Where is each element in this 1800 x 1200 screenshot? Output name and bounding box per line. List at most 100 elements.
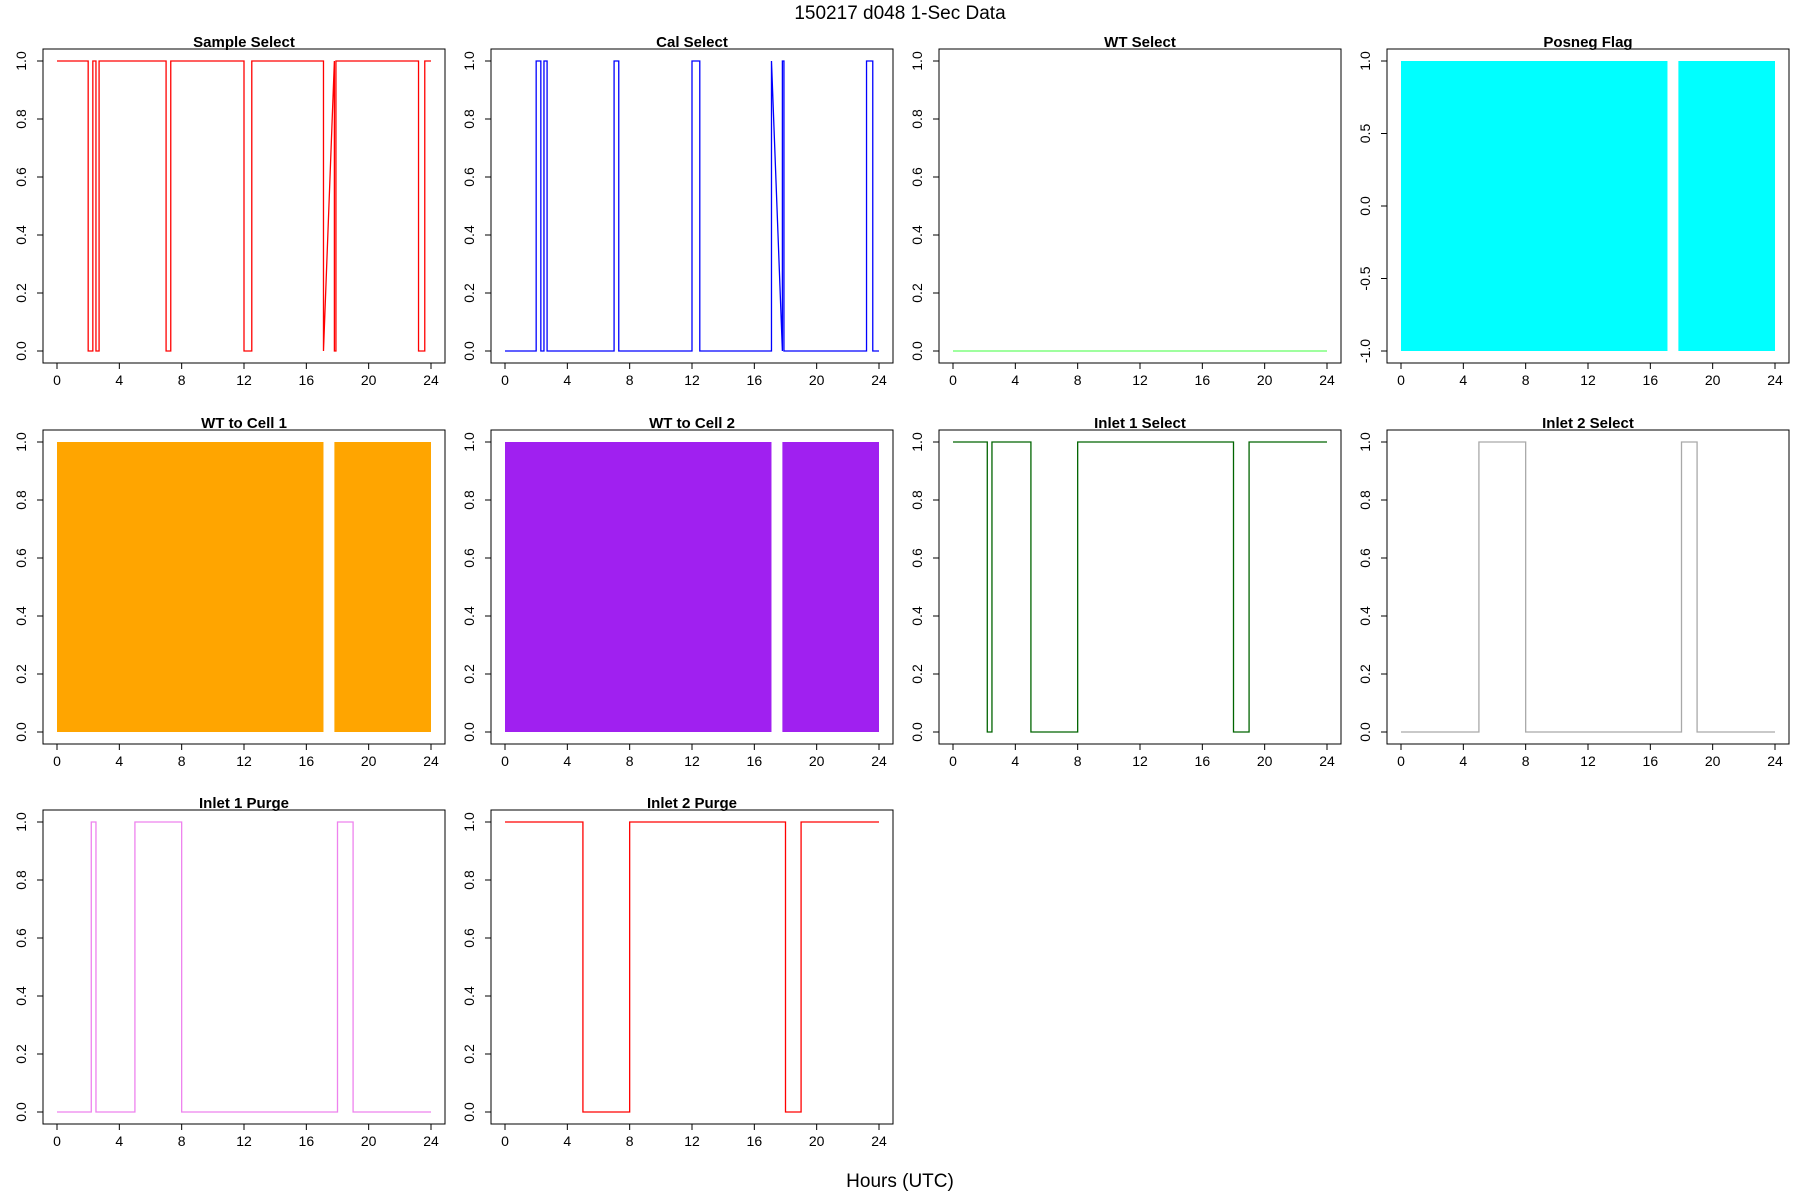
y-tick-label: 0.0 [13,722,29,742]
y-tick-label: 0.8 [909,109,925,129]
x-tick-label: 20 [809,372,825,388]
x-tick-label: 20 [1257,753,1273,769]
x-tick-label: 4 [1011,372,1019,388]
y-tick-label: 0.6 [909,548,925,568]
y-tick-label: 1.0 [13,432,29,452]
y-tick-label: 0.6 [13,548,29,568]
panel-title: Inlet 2 Select [1542,415,1634,432]
x-tick-label: 20 [1705,753,1721,769]
plot-frame [938,429,1342,745]
y-tick-label: 0.8 [13,109,29,129]
x-tick-label: 20 [809,1133,825,1149]
y-tick-label: 1.0 [13,812,29,832]
x-tick-label: 16 [1195,753,1211,769]
x-tick-label: 16 [1643,372,1659,388]
x-tick-label: 24 [1319,753,1335,769]
plot-frame [490,809,894,1125]
x-tick-label: 16 [1195,372,1211,388]
x-tick-label: 12 [236,1133,252,1149]
y-tick-label: 0.8 [461,870,477,890]
y-tick-label: 0.4 [13,606,29,626]
series-line [57,60,431,352]
y-tick-label: 0.4 [13,225,29,245]
x-tick-label: 4 [563,1133,571,1149]
y-tick-label: 0.8 [13,490,29,510]
y-tick-label: 0.0 [13,1102,29,1122]
series-line [953,441,1327,733]
x-tick-label: 4 [1011,753,1019,769]
panel-title: Inlet 1 Select [1094,415,1186,432]
page-title: 150217 d048 1-Sec Data [794,3,1006,24]
x-tick-label: 0 [501,753,509,769]
y-tick-label: 0.0 [909,722,925,742]
y-tick-label: 1.0 [1357,432,1373,452]
x-tick-label: 0 [53,372,61,388]
y-tick-label: 1.0 [461,51,477,71]
series-line [505,821,879,1113]
x-tick-label: 24 [1319,372,1335,388]
y-tick-label: 0.0 [461,1102,477,1122]
x-tick-label: 4 [563,753,571,769]
y-tick-label: 0.0 [1357,196,1373,216]
y-tick-label: 1.0 [461,432,477,452]
plot-frame [1386,429,1790,745]
x-tick-label: 20 [1705,372,1721,388]
x-tick-label: 4 [115,372,123,388]
y-tick-label: 0.4 [909,225,925,245]
x-tick-label: 8 [178,372,186,388]
x-tick-label: 4 [563,372,571,388]
y-tick-label: 0.8 [909,490,925,510]
x-tick-label: 20 [361,372,377,388]
x-tick-label: 16 [747,372,763,388]
x-tick-label: 24 [871,753,887,769]
x-tick-label: 12 [1132,372,1148,388]
x-tick-label: 4 [1459,372,1467,388]
series-line [57,821,431,1113]
y-tick-label: 0.0 [461,341,477,361]
panel-title: WT to Cell 2 [649,415,735,432]
x-tick-label: 16 [299,753,315,769]
y-tick-label: 0.2 [909,664,925,684]
x-tick-label: 24 [423,753,439,769]
x-tick-label: 12 [1132,753,1148,769]
x-tick-label: 4 [115,1133,123,1149]
panel-inlet-1-select: Inlet 1 Select 0 4 8 12 16 20 24 0.0 0.2 0.4 0.6 0.8… [909,415,1342,769]
y-tick-label: 0.2 [1357,664,1373,684]
area-block [782,442,879,732]
x-tick-label: 24 [1767,372,1783,388]
y-tick-label: 0.8 [461,109,477,129]
x-tick-label: 16 [1643,753,1659,769]
x-tick-label: 24 [871,1133,887,1149]
panel-wt-to-cell-2: WT to Cell 2 0 4 8 12 16 20 24 0.0 0.2 0.4 0.6 0.8 1.… [461,415,894,769]
x-tick-label: 8 [178,1133,186,1149]
x-tick-label: 16 [747,1133,763,1149]
panel-title: WT Select [1104,34,1176,51]
y-tick-label: 1.0 [461,812,477,832]
x-tick-label: 0 [53,1133,61,1149]
y-tick-label: 0.2 [13,664,29,684]
panel-inlet-2-select: Inlet 2 Select 0 4 8 12 16 20 24 0.0 0.2 0.4 0.6 0.8… [1357,415,1790,769]
x-tick-label: 8 [626,372,634,388]
y-tick-label: -0.5 [1357,266,1373,290]
x-tick-label: 8 [626,753,634,769]
area-block [1401,61,1668,351]
y-tick-label: 0.4 [909,606,925,626]
x-tick-label: 8 [626,1133,634,1149]
y-tick-label: -1.0 [1357,339,1373,363]
panel-sample-select: Sample Select 0 4 8 12 16 20 24 0.0 0.2 0.4 0.6 0.8 1… [13,34,446,388]
x-tick-label: 8 [1074,372,1082,388]
y-tick-label: 0.2 [461,664,477,684]
panels-grid: Sample Select 0 4 8 12 16 20 24 0.0 0.2 0.4 0.6 0.8 1… [13,34,1790,1149]
y-tick-label: 0.0 [461,722,477,742]
area-block [57,442,324,732]
plot-frame [938,48,1342,364]
y-tick-label: 0.6 [13,928,29,948]
y-tick-label: 0.0 [1357,722,1373,742]
y-tick-label: 0.4 [461,225,477,245]
area-block [505,442,772,732]
x-tick-label: 20 [361,1133,377,1149]
panel-wt-select: WT Select 0 4 8 12 16 20 24 0.0 0.2 0.4 0.6 0.8 1.0 [909,34,1342,388]
x-axis-label: Hours (UTC) [846,1171,954,1192]
panel-inlet-1-purge: Inlet 1 Purge 0 4 8 12 16 20 24 0.0 0.2 0.4 0.6 0.8 1… [13,795,446,1149]
